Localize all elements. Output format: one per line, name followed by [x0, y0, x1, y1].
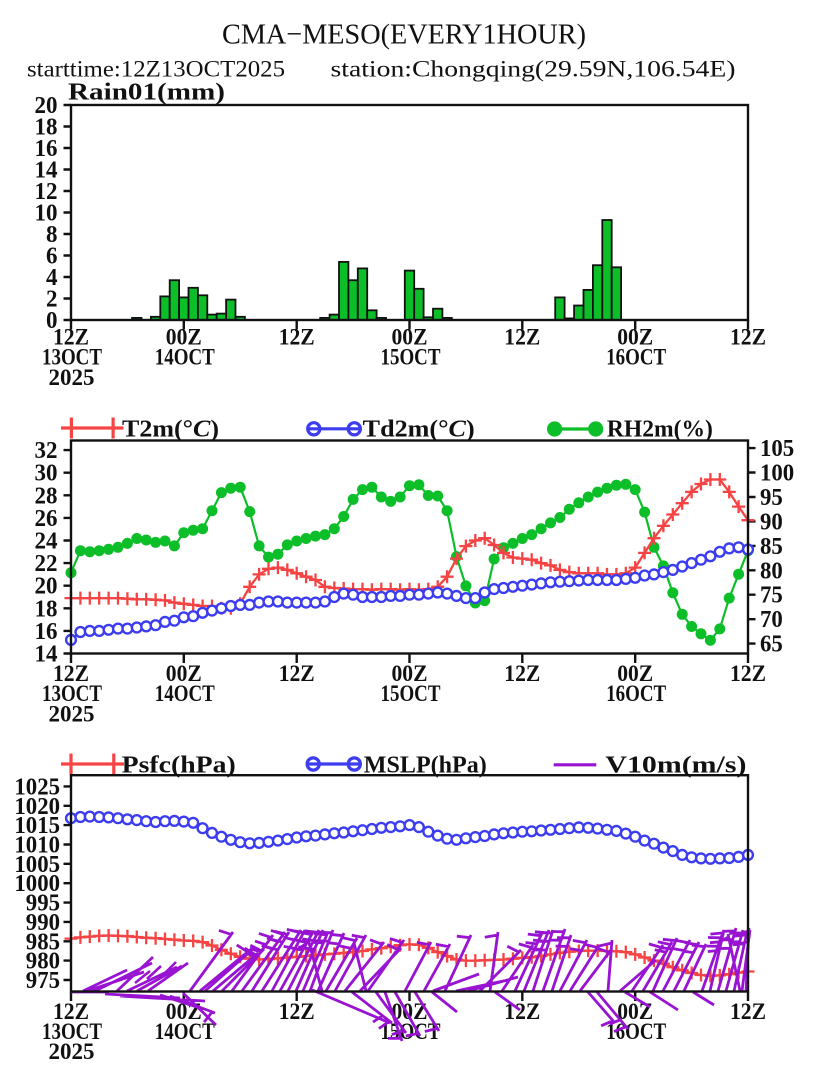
- svg-text:12Z: 12Z: [504, 325, 540, 350]
- svg-text:80: 80: [760, 558, 783, 584]
- svg-text:95: 95: [760, 485, 783, 511]
- svg-text:14OCT: 14OCT: [155, 681, 215, 706]
- svg-text:15OCT: 15OCT: [381, 345, 441, 370]
- svg-text:100: 100: [760, 461, 794, 487]
- svg-text:12Z: 12Z: [279, 999, 315, 1024]
- svg-text:1000: 1000: [14, 871, 60, 897]
- svg-text:16OCT: 16OCT: [606, 345, 666, 370]
- svg-text:1010: 1010: [14, 833, 60, 859]
- svg-text:1025: 1025: [14, 774, 60, 800]
- svg-text:0: 0: [46, 308, 58, 334]
- svg-text:90: 90: [760, 509, 783, 535]
- svg-text:12Z: 12Z: [730, 999, 766, 1024]
- svg-text:105: 105: [760, 436, 794, 462]
- svg-text:12Z: 12Z: [504, 661, 540, 686]
- svg-text:12Z: 12Z: [53, 999, 89, 1024]
- svg-text:15OCT: 15OCT: [381, 681, 441, 706]
- svg-text:Td2m(°C): Td2m(° C): [363, 417, 475, 443]
- svg-text:station:Chongqing(29.59N,106.5: station:Chongqing(29.59N,106.54E): [331, 57, 736, 82]
- svg-text:30: 30: [35, 461, 58, 487]
- svg-text:00Z: 00Z: [392, 661, 428, 686]
- svg-text:16: 16: [35, 619, 58, 645]
- svg-text:85: 85: [760, 534, 783, 560]
- svg-text:13OCT: 13OCT: [42, 681, 102, 706]
- svg-text:14: 14: [35, 642, 58, 668]
- svg-text:00Z: 00Z: [166, 661, 202, 686]
- svg-text:2025: 2025: [49, 1039, 95, 1064]
- svg-text:70: 70: [760, 607, 783, 633]
- svg-text:10: 10: [35, 201, 58, 227]
- svg-text:985: 985: [26, 929, 60, 955]
- svg-text:14OCT: 14OCT: [155, 345, 215, 370]
- svg-text:00Z: 00Z: [166, 325, 202, 350]
- svg-text:24: 24: [35, 529, 58, 555]
- svg-text:12Z: 12Z: [53, 325, 89, 350]
- svg-text:12Z: 12Z: [53, 661, 89, 686]
- svg-text:Rain01(mm): Rain01(mm): [68, 80, 225, 106]
- svg-text:00Z: 00Z: [617, 325, 653, 350]
- svg-text:starttime:12Z13OCT2025: starttime:12Z13OCT2025: [27, 57, 285, 82]
- svg-text:28: 28: [35, 483, 58, 509]
- svg-text:2025: 2025: [49, 365, 95, 390]
- svg-text:00Z: 00Z: [617, 999, 653, 1024]
- svg-text:1005: 1005: [14, 852, 60, 878]
- svg-text:4: 4: [46, 265, 58, 291]
- svg-text:00Z: 00Z: [392, 325, 428, 350]
- svg-text:32: 32: [35, 438, 58, 464]
- svg-text:1020: 1020: [14, 794, 60, 820]
- svg-text:14: 14: [35, 158, 58, 184]
- svg-text:12: 12: [35, 179, 58, 205]
- svg-text:16OCT: 16OCT: [606, 681, 666, 706]
- svg-text:14OCT: 14OCT: [155, 1019, 215, 1044]
- svg-text:16: 16: [35, 136, 58, 162]
- svg-text:CMA−MESO(EVERY1HOUR): CMA−MESO(EVERY1HOUR): [222, 19, 586, 51]
- svg-text:13OCT: 13OCT: [42, 345, 102, 370]
- svg-text:12Z: 12Z: [279, 661, 315, 686]
- svg-text:65: 65: [760, 632, 783, 658]
- svg-text:2025: 2025: [49, 702, 95, 727]
- svg-text:22: 22: [35, 551, 58, 577]
- svg-text:1015: 1015: [14, 813, 60, 839]
- svg-text:980: 980: [26, 949, 60, 975]
- svg-text:6: 6: [46, 244, 58, 270]
- svg-text:12Z: 12Z: [730, 325, 766, 350]
- svg-text:995: 995: [26, 891, 60, 917]
- svg-text:20: 20: [35, 574, 58, 600]
- svg-text:8: 8: [46, 222, 58, 248]
- svg-text:T2m(°C): T2m(° C): [122, 417, 219, 443]
- svg-text:26: 26: [35, 506, 58, 532]
- svg-text:00Z: 00Z: [617, 661, 653, 686]
- svg-text:75: 75: [760, 583, 783, 609]
- svg-text:20: 20: [35, 93, 58, 119]
- svg-text:2: 2: [46, 287, 58, 313]
- svg-text:RH2m(%): RH2m(%): [607, 417, 713, 443]
- svg-text:12Z: 12Z: [279, 325, 315, 350]
- svg-text:12Z: 12Z: [730, 661, 766, 686]
- svg-text:975: 975: [26, 968, 60, 994]
- svg-text:13OCT: 13OCT: [42, 1019, 102, 1044]
- svg-text:18: 18: [35, 115, 58, 141]
- svg-text:990: 990: [26, 910, 60, 936]
- svg-text:18: 18: [35, 596, 58, 622]
